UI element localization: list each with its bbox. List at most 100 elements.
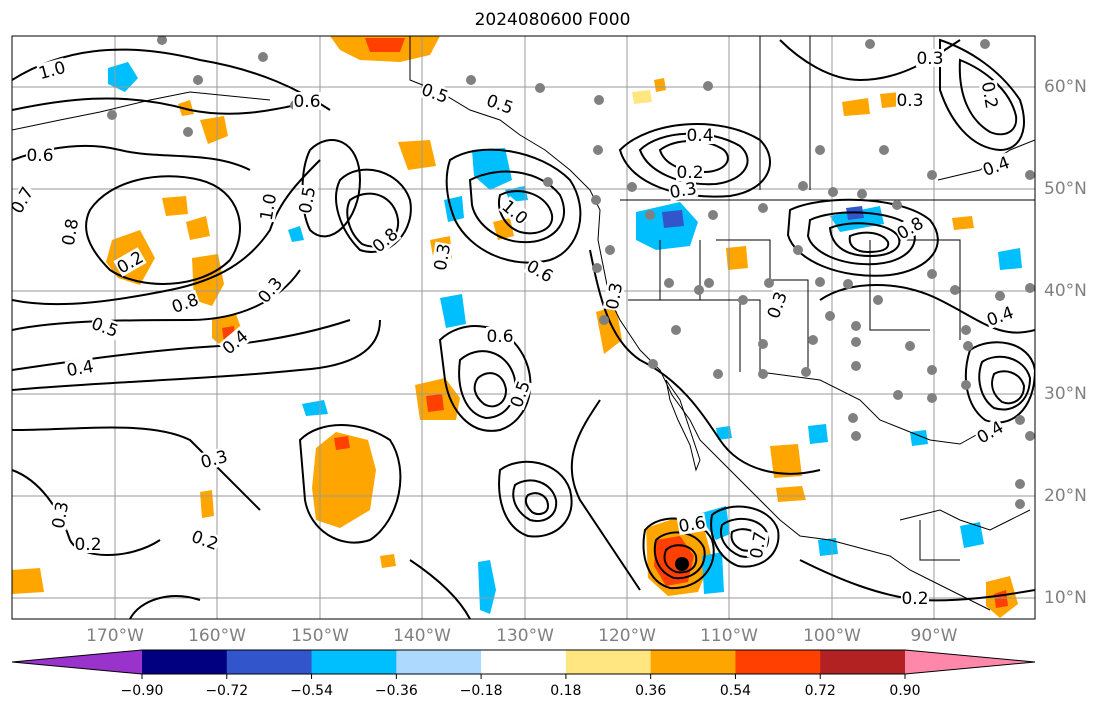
contour-label: 0.3 bbox=[431, 242, 455, 272]
contour-label-bg bbox=[746, 529, 770, 561]
colorbar bbox=[11, 649, 1036, 679]
contour-label-bg bbox=[64, 356, 96, 380]
lat-label: 10°N bbox=[1044, 588, 1087, 608]
colorbar-tick-label: 0.54 bbox=[719, 683, 752, 699]
lon-label: 130°W bbox=[496, 626, 554, 646]
lat-label: 20°N bbox=[1044, 486, 1087, 506]
contour-label-bg bbox=[602, 280, 626, 312]
colorbar-segment bbox=[481, 650, 567, 674]
contour-label-bg bbox=[168, 289, 202, 317]
colorbar-tick-label: −0.18 bbox=[459, 683, 503, 699]
contour-label: 0.4 bbox=[65, 357, 95, 381]
contour-label: 0.6 bbox=[26, 146, 53, 166]
contour-label: 0.2 bbox=[901, 589, 928, 609]
colorbar-tick-label: 0.18 bbox=[550, 683, 582, 699]
contour-label-bg bbox=[48, 499, 72, 531]
colorbar-max-extension bbox=[905, 650, 1035, 674]
contour-label-bg bbox=[893, 213, 927, 243]
contour-label-bg bbox=[667, 178, 699, 202]
colorbar-tick-label: −0.54 bbox=[290, 683, 333, 699]
lat-label: 30°N bbox=[1044, 384, 1087, 404]
lon-label: 150°W bbox=[291, 626, 349, 646]
lon-label: 160°W bbox=[188, 626, 246, 646]
lon-label: 100°W bbox=[803, 626, 861, 646]
contour-label: 0.6 bbox=[523, 256, 556, 287]
lat-label: 40°N bbox=[1044, 281, 1087, 301]
contour-labels: 1.00.60.70.80.20.80.50.40.6 0.51.00.80.30… bbox=[12, 49, 1017, 609]
contour-label: 0.5 bbox=[296, 185, 320, 215]
contour-label: 0.4 bbox=[686, 126, 713, 146]
contour-label-bg bbox=[901, 589, 929, 607]
contour-label-bg bbox=[295, 184, 319, 216]
colorbar-tick-label: 0.90 bbox=[889, 683, 921, 699]
contour-label: 0.3 bbox=[254, 274, 287, 308]
contour-label-bg bbox=[973, 417, 1007, 447]
contour-label-bg bbox=[256, 191, 280, 223]
lon-label: 140°W bbox=[393, 626, 451, 646]
contour-label-bg bbox=[254, 273, 286, 307]
contour-label-bg bbox=[58, 216, 82, 248]
contour-label-bg bbox=[368, 224, 402, 256]
colorbar-tick-label: 0.72 bbox=[804, 683, 836, 699]
lat-label: 50°N bbox=[1044, 179, 1087, 199]
contour-label: 0.3 bbox=[916, 49, 943, 69]
contour-label-bg bbox=[293, 92, 321, 110]
colorbar-tick-label: −0.36 bbox=[374, 683, 418, 699]
contour-label-bg bbox=[979, 152, 1013, 180]
contour-label-bg bbox=[418, 79, 452, 107]
contour-label: 0.3 bbox=[199, 447, 230, 473]
coastlines bbox=[12, 36, 1035, 611]
colorbar-segment bbox=[311, 650, 397, 674]
contour-label-bg bbox=[896, 91, 924, 109]
contour-label-bg bbox=[12, 183, 37, 217]
contour-label-bg bbox=[26, 146, 54, 164]
contour-label-bg bbox=[218, 326, 252, 358]
colorbar-segment bbox=[565, 650, 652, 674]
contour-label-bg bbox=[983, 302, 1017, 330]
lat-label: 60°N bbox=[1044, 77, 1087, 97]
contour-label: 0.8 bbox=[59, 217, 83, 247]
lon-label: 120°W bbox=[598, 626, 656, 646]
colorbar-segment bbox=[226, 650, 313, 674]
lon-label: 170°W bbox=[86, 626, 144, 646]
contour-label-bg bbox=[676, 163, 704, 181]
contour-label: 0.2 bbox=[74, 535, 101, 555]
contour-label: 0.6 bbox=[677, 513, 707, 537]
contour-label: 0.3 bbox=[603, 281, 627, 311]
contour-label-bg bbox=[486, 327, 514, 345]
graticule bbox=[12, 36, 1035, 619]
colorbar-tick-label: −0.90 bbox=[120, 683, 164, 699]
contour-label: 1.0 bbox=[37, 58, 68, 84]
contour-label-bg bbox=[198, 446, 230, 472]
contour-label-bg bbox=[763, 288, 791, 322]
contour-label: 0.2 bbox=[977, 80, 1001, 110]
colorbar-min-extension bbox=[12, 650, 142, 674]
contour-label: 0.3 bbox=[668, 179, 698, 203]
contour-label-bg bbox=[506, 377, 534, 411]
contour-label-bg bbox=[88, 313, 122, 341]
lon-label: 90°W bbox=[910, 626, 958, 646]
map-title: 2024080600 F000 bbox=[474, 10, 631, 30]
contour-label-bg bbox=[686, 126, 714, 144]
contour-label-bg bbox=[113, 247, 147, 277]
colorbar-segment bbox=[650, 650, 736, 674]
contour-label-bg bbox=[523, 256, 557, 286]
contour-label-bg bbox=[74, 535, 102, 553]
contour-label-bg bbox=[430, 241, 454, 273]
contour-label: 0.3 bbox=[896, 91, 923, 111]
colorbar-tick-label: −0.72 bbox=[205, 683, 249, 699]
contour-label-bg bbox=[916, 49, 944, 67]
colorbar-segment bbox=[735, 650, 821, 674]
contour-label-bg bbox=[978, 79, 1002, 111]
colorbar-segment bbox=[142, 650, 228, 674]
lon-label: 110°W bbox=[700, 626, 758, 646]
contour-label: 0.3 bbox=[49, 500, 73, 530]
map-frame bbox=[11, 35, 1036, 620]
contour-label-bg bbox=[498, 196, 532, 228]
contour-label: 1.0 bbox=[257, 192, 281, 222]
contour-label-bg bbox=[36, 57, 68, 83]
contour-label-bg bbox=[188, 526, 222, 554]
contour-label: 0.6 bbox=[486, 327, 513, 347]
contour-label-bg bbox=[676, 512, 708, 536]
